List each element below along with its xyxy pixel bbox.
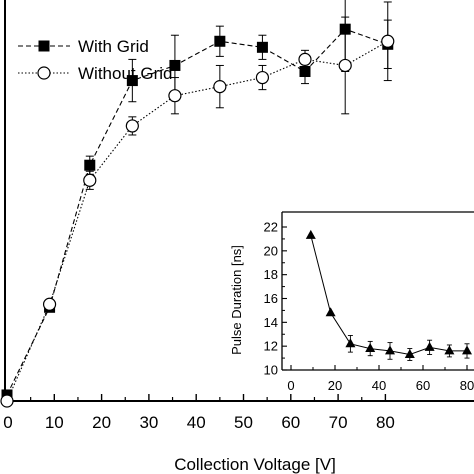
inset-markers (305, 229, 472, 359)
legend-marker-with-grid (38, 40, 50, 52)
main-x-tick-label: 40 (187, 413, 206, 432)
inset-data-point (404, 349, 415, 359)
inset-data-point (424, 341, 435, 351)
data-point-without-grid (213, 80, 227, 94)
inset-plot-frame (281, 211, 474, 371)
inset-data-point (305, 229, 316, 239)
main-series-lines (6, 28, 389, 402)
legend-label-with-grid: With Grid (78, 37, 149, 56)
legend: With Grid Without Grid (18, 37, 172, 83)
inset-data-point (325, 307, 336, 317)
main-x-tick-label: 80 (376, 413, 395, 432)
main-x-tick-label: 30 (139, 413, 158, 432)
inset-x-tick-label: 20 (328, 378, 342, 393)
data-point-without-grid (42, 297, 57, 311)
data-point-without-grid (381, 34, 395, 48)
inset-y-tick-label: 20 (264, 243, 278, 258)
data-point-without-grid (125, 119, 139, 133)
inset-x-tick-label: 80 (460, 378, 474, 393)
inset-data-point (365, 343, 376, 353)
data-point-without-grid (168, 89, 182, 103)
data-point-with-grid (299, 66, 311, 78)
main-x-tick-label: 60 (281, 413, 300, 432)
data-point-with-grid (256, 41, 268, 53)
inset-x-tick-label: 0 (287, 378, 294, 393)
main-x-axis-label: Collection Voltage [V] (174, 455, 336, 474)
data-point-without-grid (83, 173, 97, 187)
main-markers (0, 23, 395, 408)
inset-data-point (385, 345, 395, 355)
data-point-with-grid (169, 59, 181, 71)
inset-y-tick-label: 10 (264, 363, 278, 378)
inset-y-axis-label: Pulse Duration [ns] (229, 245, 244, 355)
inset-y-tick-label: 18 (264, 267, 278, 282)
legend-marker-without-grid (37, 66, 51, 80)
inset-data-point (462, 345, 472, 355)
data-point-with-grid (339, 23, 351, 35)
main-x-tick-label: 20 (92, 413, 111, 432)
data-point-with-grid (84, 159, 96, 171)
inset-y-tick-label: 16 (264, 291, 278, 306)
data-point-without-grid (255, 70, 270, 85)
inset-data-point (444, 345, 455, 355)
inset-y-tick-label: 12 (264, 339, 278, 354)
inset-x-tick-label: 60 (416, 378, 430, 393)
series-line-with-grid (6, 28, 388, 396)
data-point-without-grid (0, 394, 14, 408)
data-point-with-grid (126, 75, 138, 87)
inset-data-point (345, 338, 356, 348)
data-point-without-grid (298, 52, 312, 67)
data-point-with-grid (214, 35, 226, 47)
main-x-tick-label: 0 (3, 413, 12, 432)
inset-x-axis-ticks: 0 20 40 60 80 (287, 365, 474, 393)
main-x-axis-ticks: 0 10 20 30 40 50 60 70 80 (3, 394, 395, 432)
legend-label-without-grid: Without Grid (78, 64, 172, 83)
inset-x-tick-label: 40 (372, 378, 386, 393)
inset-y-axis-ticks: 10 12 14 16 18 20 22 (264, 220, 287, 378)
main-x-tick-label: 50 (234, 413, 253, 432)
data-point-without-grid (338, 58, 352, 73)
main-x-tick-label: 70 (329, 413, 348, 432)
main-plot-frame (4, 0, 474, 402)
inset-y-tick-label: 22 (264, 220, 278, 235)
main-x-tick-label: 10 (45, 413, 64, 432)
inset-y-tick-label: 14 (264, 315, 278, 330)
